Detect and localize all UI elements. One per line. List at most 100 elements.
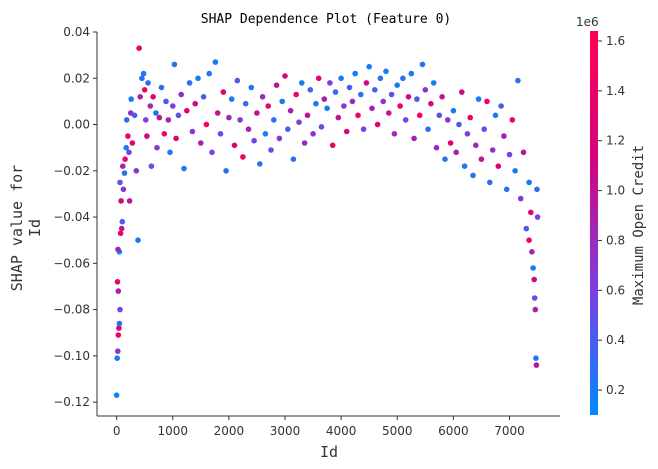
scatter-point <box>352 70 359 77</box>
scatter-point <box>118 198 124 204</box>
scatter-point <box>140 70 147 77</box>
scatter-point <box>259 94 266 100</box>
x-axis-ticks: 0 1000 2000 3000 4000 5000 6000 7000 <box>113 416 525 438</box>
scatter-point <box>240 154 246 160</box>
x-tick-label: 2000 <box>214 424 245 438</box>
scatter-point <box>475 96 482 102</box>
scatter-point <box>237 117 243 123</box>
scatter-point <box>484 98 490 105</box>
scatter-point <box>445 117 451 123</box>
scatter-point <box>533 362 540 368</box>
scatter-point <box>198 140 204 146</box>
scatter-point <box>442 156 448 162</box>
colorbar-tick-label: 1.6 <box>606 34 625 48</box>
scatter-point <box>512 168 518 174</box>
scatter-point <box>254 110 260 116</box>
scatter-point <box>430 80 437 86</box>
scatter-point <box>206 70 212 77</box>
scatter-point <box>279 98 286 105</box>
scatter-point <box>531 276 537 283</box>
colorbar-tick-label: 0.4 <box>606 333 625 347</box>
scatter-point <box>324 105 330 112</box>
scatter-point <box>234 77 241 84</box>
scatter-point <box>391 131 398 137</box>
scatter-point <box>400 75 406 82</box>
y-tick-label: −0.04 <box>53 210 90 224</box>
scatter-point <box>498 103 504 109</box>
scatter-point <box>120 186 127 193</box>
x-tick-label: 5000 <box>382 424 413 438</box>
scatter-point <box>170 103 176 109</box>
scatter-point <box>114 279 121 285</box>
scatter-point <box>145 80 151 86</box>
scatter-point <box>343 128 350 135</box>
colorbar-tick-label: 1.2 <box>606 134 625 148</box>
scatter-point <box>529 249 535 255</box>
scatter-point <box>299 80 305 86</box>
scatter-point <box>123 117 130 123</box>
scatter-point <box>329 142 336 149</box>
scatter-point <box>436 112 443 119</box>
y-tick-label: −0.10 <box>53 349 90 363</box>
scatter-point <box>290 156 297 162</box>
scatter-point <box>506 151 513 158</box>
scatter-point <box>433 144 440 151</box>
scatter-point <box>332 89 339 95</box>
scatter-point <box>121 170 128 176</box>
scatter-point <box>123 144 129 151</box>
scatter-point <box>143 117 149 123</box>
scatter-point <box>287 107 294 114</box>
scatter-point <box>307 87 314 93</box>
colorbar <box>590 31 598 415</box>
scatter-point <box>282 73 288 79</box>
scatter-point <box>276 135 283 142</box>
scatter-point <box>503 186 510 193</box>
scatter-point <box>461 163 468 169</box>
scatter-point <box>520 149 527 156</box>
scatter-point <box>301 140 308 146</box>
scatter-point <box>335 114 342 121</box>
scatter-point <box>341 103 347 109</box>
scatter-point <box>315 75 322 82</box>
scatter-point <box>184 107 190 114</box>
scatter-point <box>414 96 420 102</box>
scatter-point <box>304 112 311 119</box>
colorbar-tick-label: 0.8 <box>606 233 625 247</box>
scatter-point <box>349 98 356 105</box>
y-tick-label: −0.08 <box>53 303 90 317</box>
scatter-point <box>131 112 138 119</box>
y-axis-label: SHAP value for Id <box>8 165 44 291</box>
scatter-point <box>161 131 168 137</box>
colorbar-tick-label: 0.2 <box>606 383 625 397</box>
scatter-point <box>464 131 471 137</box>
scatter-point <box>271 117 277 123</box>
scatter-point <box>416 112 423 119</box>
scatter-point <box>173 135 179 142</box>
scatter-point <box>447 140 454 146</box>
scatter-point <box>459 89 465 95</box>
scatter-point <box>366 63 373 70</box>
scatter-point <box>530 265 536 271</box>
scatter-point <box>273 82 280 88</box>
scatter-point <box>369 105 375 112</box>
scatter-point <box>175 112 182 119</box>
scatter-point <box>470 172 476 179</box>
chart-title: SHAP Dependence Plot (Feature 0) <box>201 12 451 27</box>
scatter-point <box>528 209 534 216</box>
scatter-point <box>203 121 210 128</box>
scatter-point <box>405 94 412 100</box>
scatter-point <box>128 96 134 102</box>
scatter-point <box>293 91 300 98</box>
y-tick-label: 0.00 <box>63 118 90 132</box>
scatter-point <box>355 112 361 119</box>
scatter-point <box>422 87 429 93</box>
scatter-point <box>257 161 263 167</box>
scatter-point <box>195 75 201 82</box>
scatter-point <box>509 117 516 123</box>
scatter-point <box>148 163 155 169</box>
scatter-point <box>318 124 325 130</box>
scatter-point <box>526 237 532 243</box>
colorbar-tick-label: 0.6 <box>606 283 625 297</box>
scatter-point <box>115 332 122 338</box>
y-tick-label: 0.04 <box>63 25 90 39</box>
